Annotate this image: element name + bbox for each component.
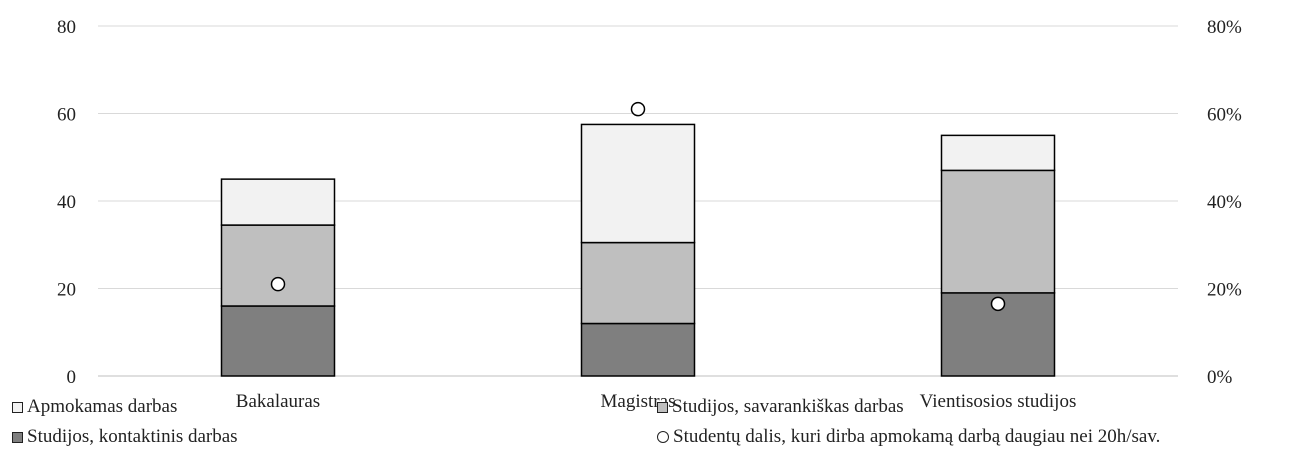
data-point: [270, 276, 286, 292]
data-point: [990, 296, 1006, 312]
x-tick-label: Magistras: [601, 391, 676, 412]
bar-segment: [580, 241, 696, 325]
legend-label-savarankiskas: Studijos, savarankiškas darbas: [672, 396, 904, 417]
legend-swatch-kontaktinis: [12, 431, 23, 443]
legend-label-apmokamas: Apmokamas darbas: [27, 396, 178, 417]
y-tick-label: 80: [57, 17, 76, 38]
y2-tick-label: 20%: [1207, 280, 1242, 301]
bar-segment: [220, 305, 336, 377]
y2-tick-label: 0%: [1207, 367, 1233, 388]
y2-tick-label: 80%: [1207, 17, 1242, 38]
legend-label-kontaktinis: Studijos, kontaktinis darbas: [27, 426, 238, 447]
y2-tick-label: 60%: [1207, 105, 1242, 126]
legend-item-dalis: Studentų dalis, kuri dirba apmokamą darb…: [657, 426, 1160, 448]
y-tick-label: 40: [57, 192, 76, 213]
bar-segment: [580, 123, 696, 244]
bar-segment: [940, 169, 1056, 294]
bar-segment: [220, 178, 336, 226]
y-tick-label: 60: [57, 105, 76, 126]
legend-item-savarankiskas: Studijos, savarankiškas darbas: [657, 396, 904, 418]
bar-segment: [220, 224, 336, 307]
y-tick-label: 20: [57, 280, 76, 301]
legend-item-kontaktinis: Studijos, kontaktinis darbas: [12, 426, 238, 448]
x-tick-label: Vientisosios studijos: [920, 391, 1077, 412]
y-tick-label: 0: [67, 367, 77, 388]
legend-swatch-apmokamas: [12, 401, 23, 413]
y2-tick-label: 40%: [1207, 192, 1242, 213]
legend-label-dalis: Studentų dalis, kuri dirba apmokamą darb…: [673, 426, 1161, 447]
legend-swatch-savarankiskas: [657, 401, 668, 413]
legend-item-apmokamas: Apmokamas darbas: [12, 396, 177, 418]
bar-segment: [580, 322, 696, 377]
x-tick-label: Bakalauras: [236, 391, 320, 412]
data-point: [630, 101, 646, 117]
legend-marker-dalis: [657, 431, 669, 443]
bar-segment: [940, 134, 1056, 172]
